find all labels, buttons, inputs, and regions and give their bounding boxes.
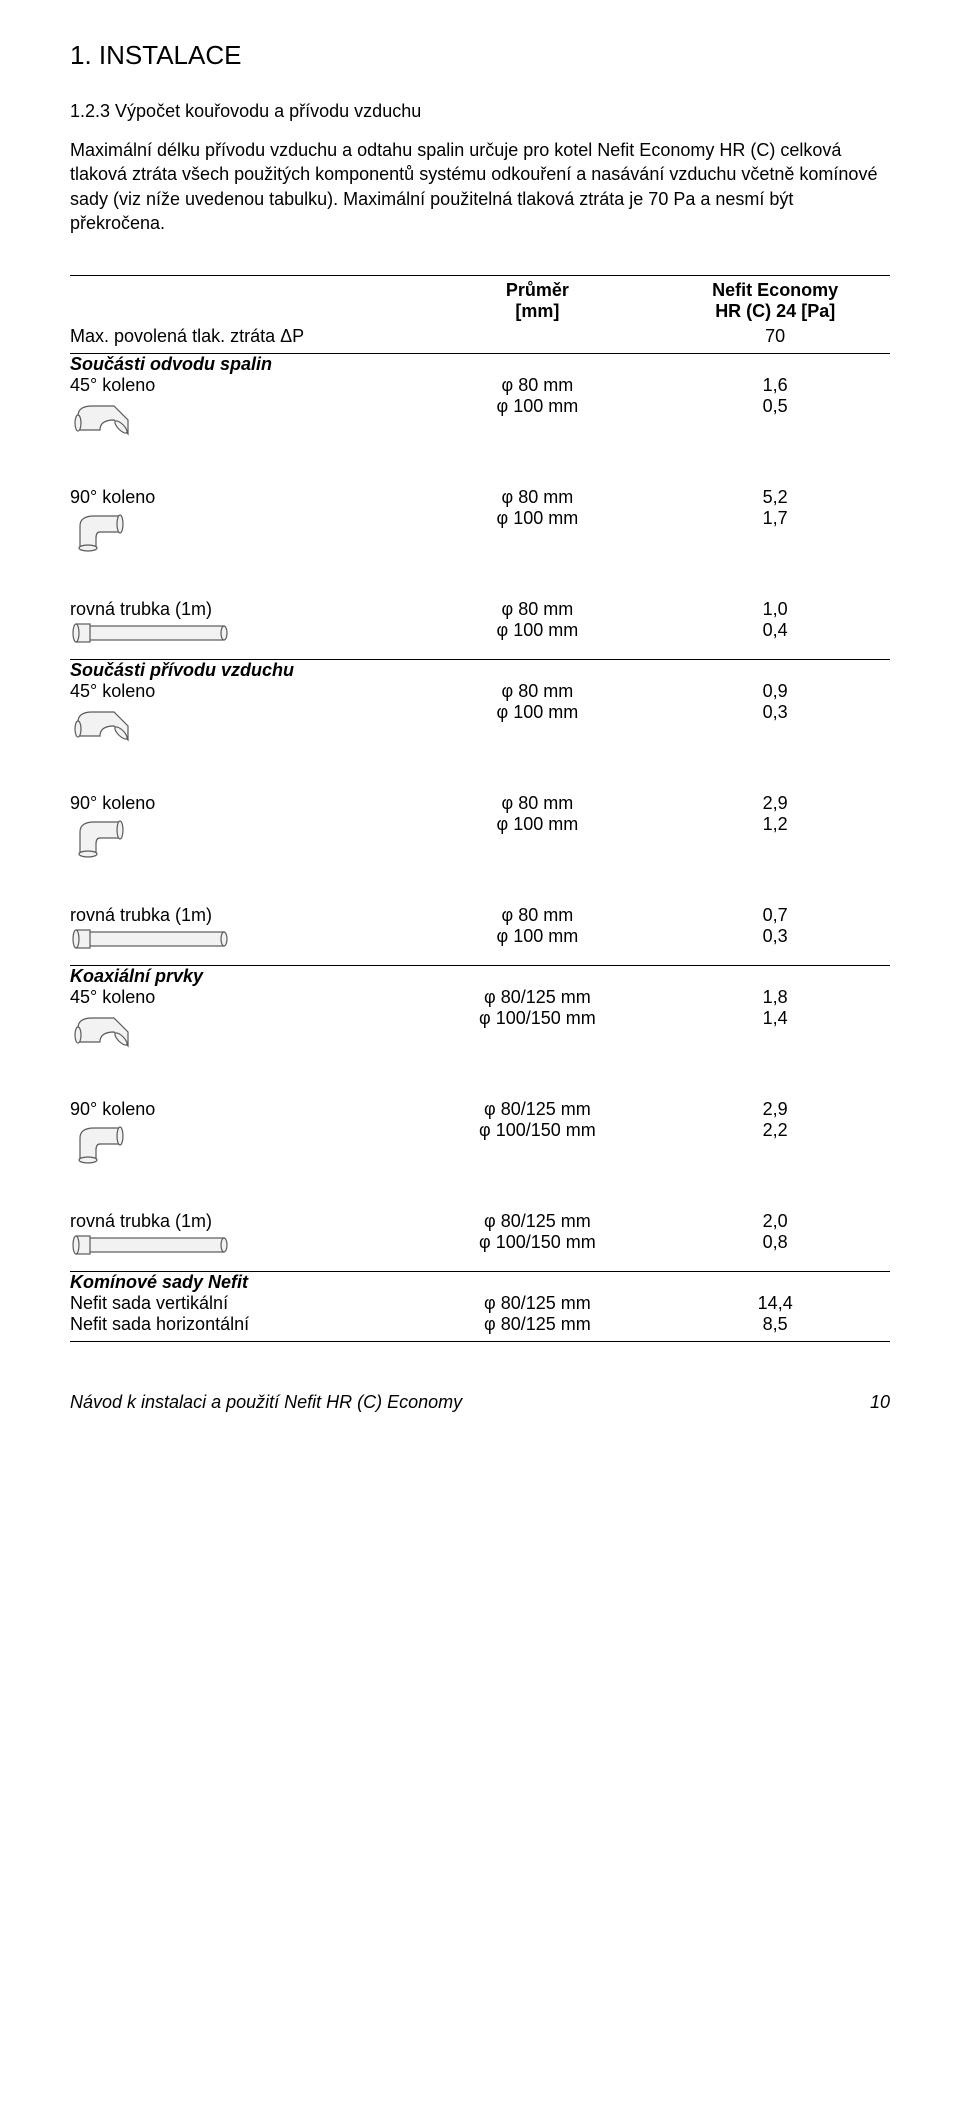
section-title: Součásti odvodu spalin: [70, 354, 414, 376]
row-val: 1,4: [660, 1008, 890, 1069]
row-label: 90° koleno: [70, 457, 414, 508]
header-diameter: Průměr [mm]: [414, 276, 660, 327]
elbow90-icon: [70, 814, 414, 875]
row-dim: φ 80 mm: [414, 375, 660, 396]
row-val: 1,7: [660, 508, 890, 569]
row-dim: φ 80/125 mm: [414, 1314, 660, 1342]
section-title: Komínové sady Nefit: [70, 1272, 414, 1294]
row-val: 2,0: [660, 1181, 890, 1232]
row-val: 1,2: [660, 814, 890, 875]
row-val: 2,9: [660, 1069, 890, 1120]
row-dim: φ 100 mm: [414, 926, 660, 966]
pressure-loss-table: Průměr [mm] Nefit Economy HR (C) 24 [Pa]…: [70, 275, 890, 1342]
row-val: 0,3: [660, 702, 890, 763]
row-dim: φ 100 mm: [414, 396, 660, 457]
section-title: Koaxiální prvky: [70, 966, 414, 988]
row-val: 0,9: [660, 681, 890, 702]
row-val: 0,3: [660, 926, 890, 966]
row-val: 1,6: [660, 375, 890, 396]
row-dim: φ 100/150 mm: [414, 1120, 660, 1181]
row-val: 5,2: [660, 457, 890, 508]
intro-paragraph: Maximální délku přívodu vzduchu a odtahu…: [70, 138, 890, 235]
pipe-icon: [70, 1232, 414, 1272]
elbow45-icon: [70, 1008, 414, 1069]
row-label: rovná trubka (1m): [70, 1181, 414, 1232]
row-label: Nefit sada horizontální: [70, 1314, 414, 1342]
row-dim: φ 80 mm: [414, 457, 660, 508]
page-heading: 1. INSTALACE: [70, 40, 890, 71]
row-label: 45° koleno: [70, 375, 414, 396]
elbow45-icon: [70, 396, 414, 457]
row-dim: φ 80 mm: [414, 569, 660, 620]
row-dim: φ 80/125 mm: [414, 1069, 660, 1120]
row-val: 2,2: [660, 1120, 890, 1181]
row-val: 0,5: [660, 396, 890, 457]
header-value: Nefit Economy HR (C) 24 [Pa]: [660, 276, 890, 327]
section-title: Součásti přívodu vzduchu: [70, 660, 414, 682]
section-subheading: 1.2.3 Výpočet kouřovodu a přívodu vzduch…: [70, 101, 890, 122]
row-dim: φ 80/125 mm: [414, 1181, 660, 1232]
row-val: 0,4: [660, 620, 890, 660]
max-loss-label: Max. povolená tlak. ztráta ΔP: [70, 326, 414, 354]
row-label: rovná trubka (1m): [70, 875, 414, 926]
row-dim: φ 100/150 mm: [414, 1232, 660, 1272]
row-label: 45° koleno: [70, 681, 414, 702]
row-val: 0,8: [660, 1232, 890, 1272]
footer-page-number: 10: [870, 1392, 890, 1413]
row-dim: φ 80/125 mm: [414, 987, 660, 1008]
max-loss-value: 70: [660, 326, 890, 354]
row-val: 2,9: [660, 763, 890, 814]
footer-left: Návod k instalaci a použití Nefit HR (C)…: [70, 1392, 462, 1413]
row-label: 90° koleno: [70, 1069, 414, 1120]
row-val: 1,0: [660, 569, 890, 620]
row-val: 14,4: [660, 1293, 890, 1314]
row-dim: φ 100 mm: [414, 620, 660, 660]
row-dim: φ 100 mm: [414, 508, 660, 569]
row-dim: φ 80/125 mm: [414, 1293, 660, 1314]
row-dim: φ 80 mm: [414, 681, 660, 702]
header-empty: [70, 276, 414, 327]
row-label: rovná trubka (1m): [70, 569, 414, 620]
pipe-icon: [70, 620, 414, 660]
elbow90-icon: [70, 508, 414, 569]
row-val: 8,5: [660, 1314, 890, 1342]
row-dim: φ 100 mm: [414, 814, 660, 875]
row-dim: φ 80 mm: [414, 763, 660, 814]
pipe-icon: [70, 926, 414, 966]
row-dim: φ 80 mm: [414, 875, 660, 926]
row-label: 45° koleno: [70, 987, 414, 1008]
row-dim: φ 100 mm: [414, 702, 660, 763]
row-label: Nefit sada vertikální: [70, 1293, 414, 1314]
row-val: 1,8: [660, 987, 890, 1008]
elbow90-icon: [70, 1120, 414, 1181]
row-label: 90° koleno: [70, 763, 414, 814]
elbow45-icon: [70, 702, 414, 763]
max-loss-dim: [414, 326, 660, 354]
row-val: 0,7: [660, 875, 890, 926]
row-dim: φ 100/150 mm: [414, 1008, 660, 1069]
